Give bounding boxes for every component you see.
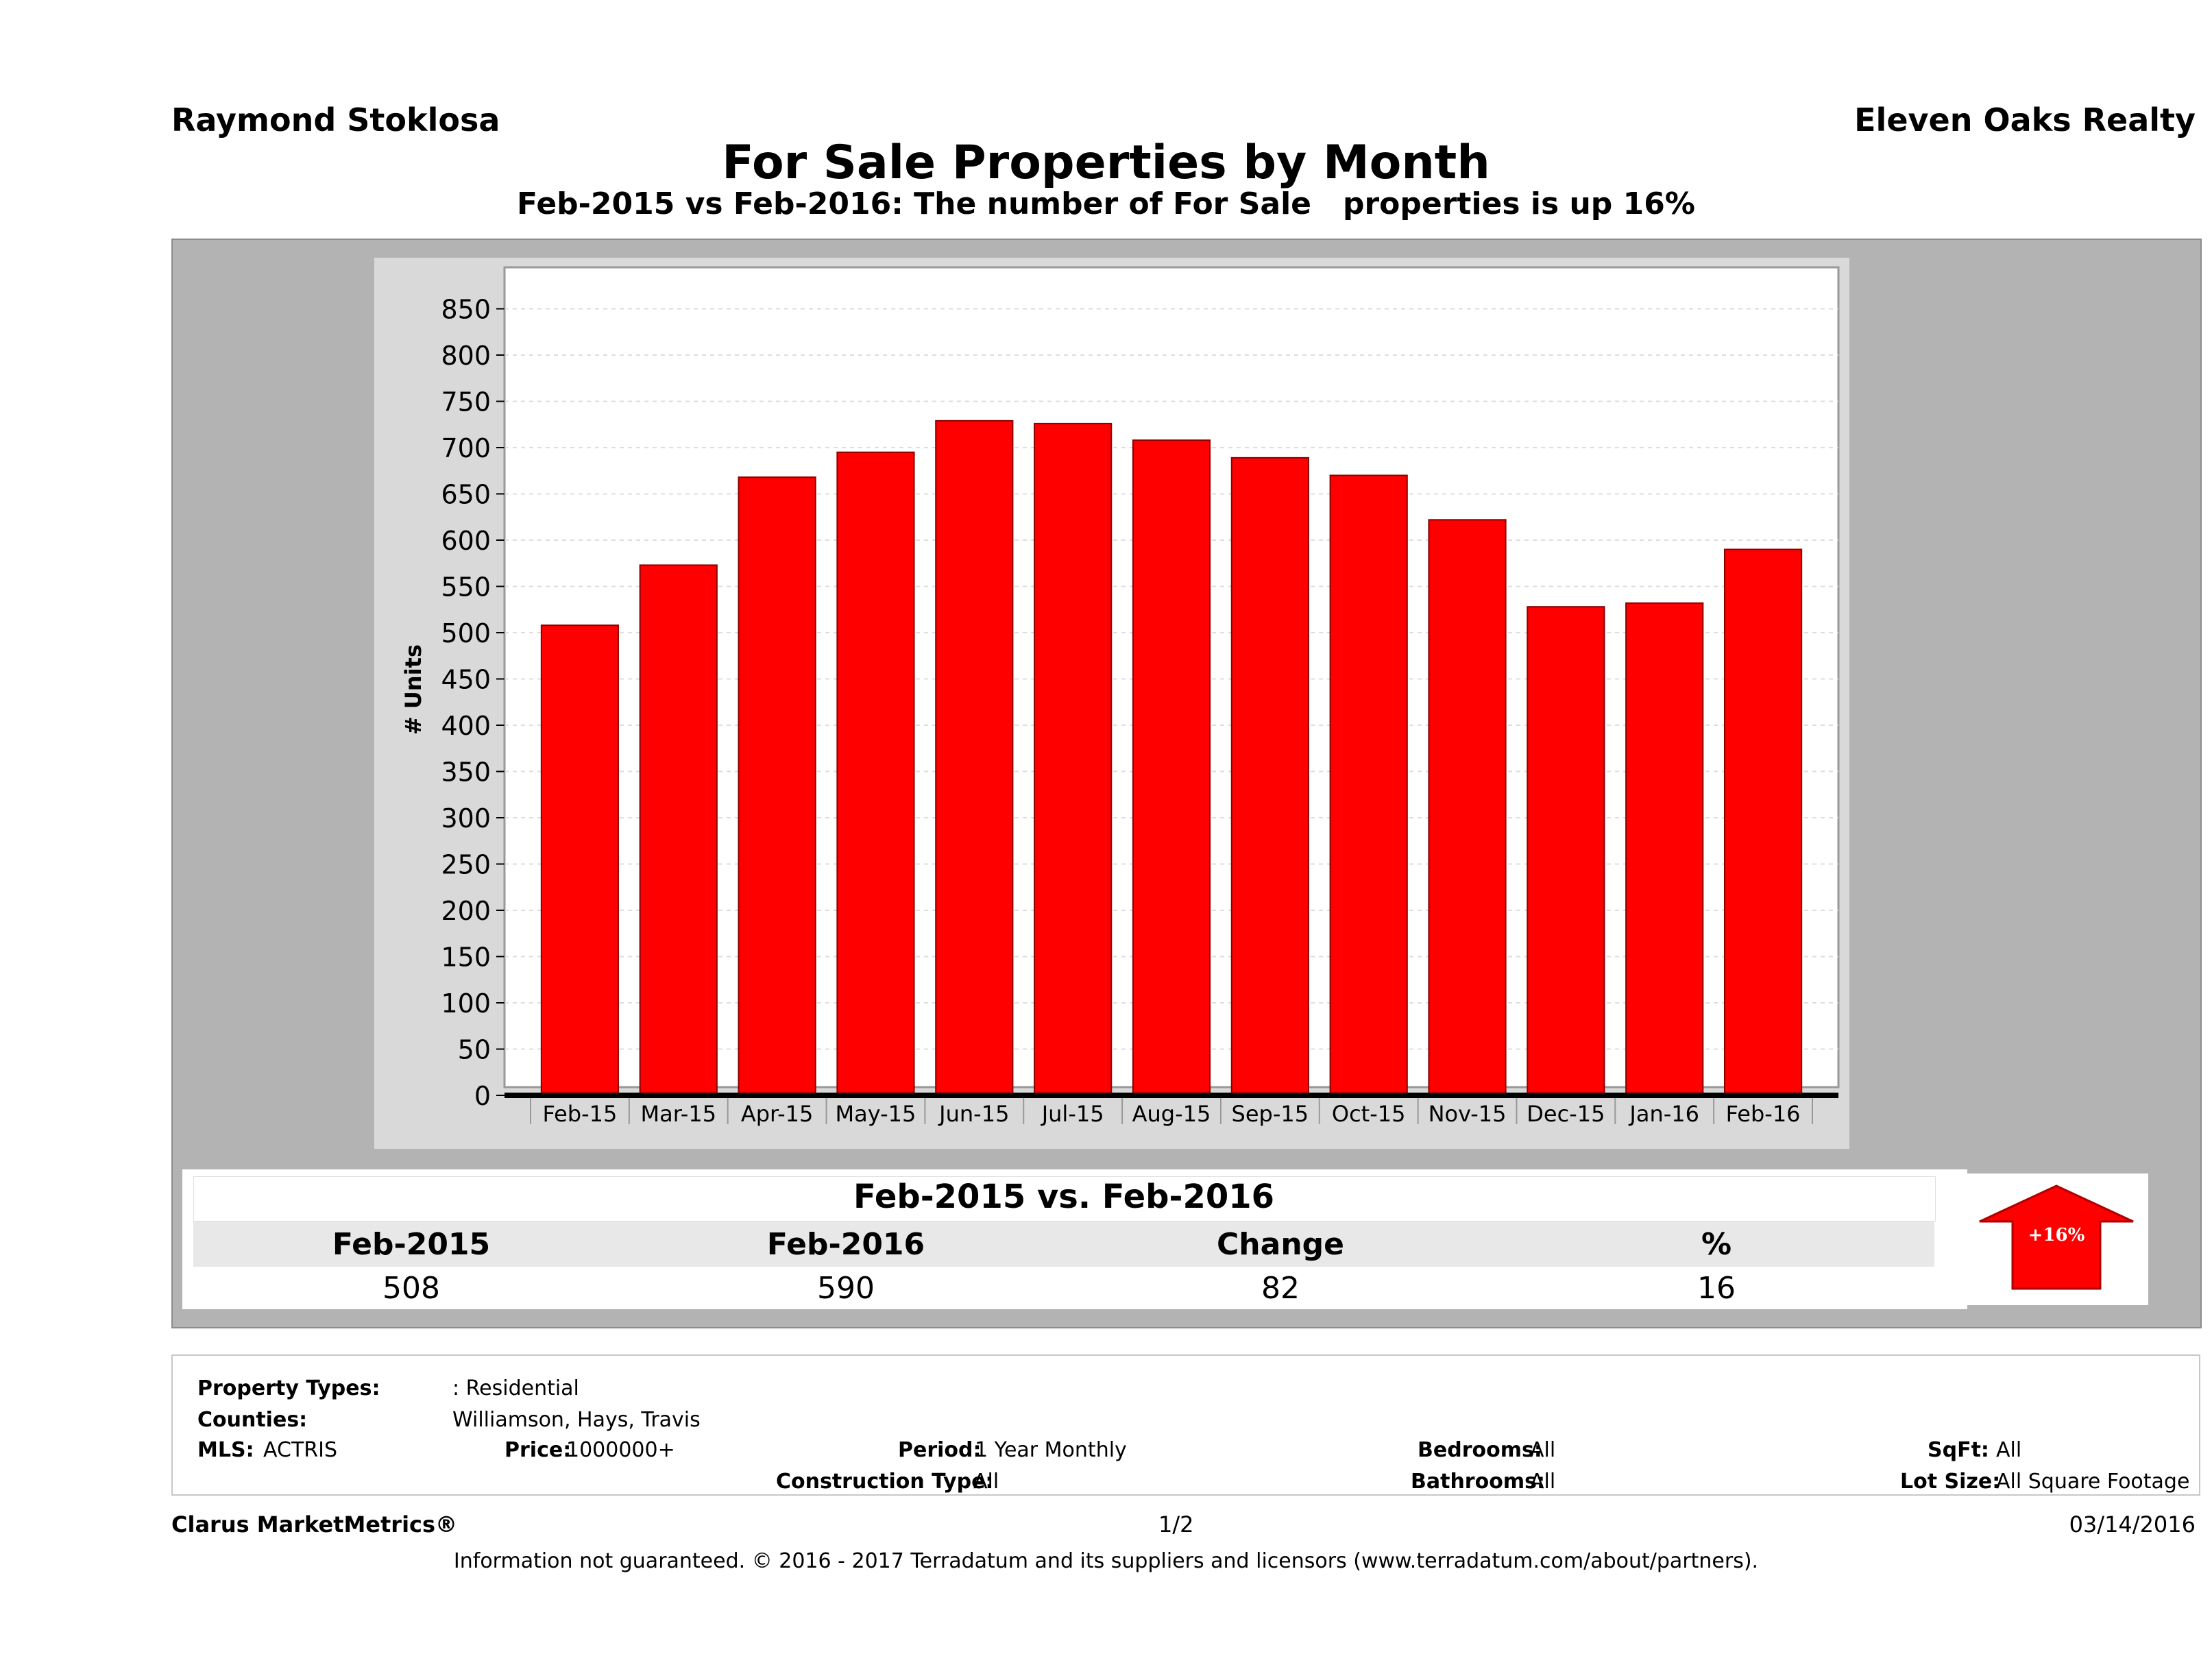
bar-nov-15 [1428, 519, 1507, 1096]
y-tick-label: 600 [441, 526, 491, 556]
bar-sep-15 [1230, 457, 1309, 1097]
y-tick-label: 750 [441, 387, 491, 417]
bars [540, 420, 1803, 1097]
y-axis-ticks: 0 50 100 150 200 250 300 350 400 450 500 550 600 650 7… [441, 295, 505, 1111]
report-date: 03/14/2016 [2069, 1511, 2196, 1537]
y-tick-label: 150 [441, 943, 491, 973]
x-tick-label: Feb-15 [542, 1101, 617, 1127]
filter-construction-label: Construction Type: [776, 1470, 994, 1494]
y-tick-label: 300 [441, 803, 491, 834]
bar-mar-15 [639, 564, 718, 1096]
comparison-title: Feb-2015 vs. Feb-2016 [853, 1178, 1275, 1216]
filter-price-label: Price: [505, 1438, 572, 1462]
col-header-percent: % [1701, 1227, 1732, 1262]
bar-jun-15 [935, 420, 1014, 1097]
y-tick-label: 200 [441, 896, 491, 926]
x-tick-label: Jan-16 [1628, 1101, 1699, 1127]
filter-bedrooms-label: Bedrooms: [1418, 1438, 1542, 1462]
x-tick-label: Feb-16 [1726, 1101, 1801, 1127]
filter-mls-value: ACTRIS [263, 1438, 338, 1462]
y-tick-label: 350 [441, 757, 491, 788]
up-arrow-icon: +16% [1979, 1184, 2134, 1290]
x-tick-label: Nov-15 [1429, 1101, 1507, 1127]
x-tick-label: Jun-15 [938, 1101, 1009, 1127]
col-header-change: Change [1217, 1227, 1344, 1262]
x-tick-label: Mar-15 [640, 1101, 716, 1127]
y-axis-label: # Units [400, 644, 426, 735]
y-tick-label: 0 [474, 1081, 491, 1111]
report-filters: Property Types: : Residential Counties: … [171, 1354, 2200, 1496]
chart-title: For Sale Properties by Month [722, 136, 1490, 190]
comparison-title-row [193, 1176, 1936, 1221]
bar-apr-15 [738, 476, 816, 1096]
x-axis-ticks: Feb-15 Mar-15 Apr-15 May-15 Jun-15 Jul-15 Aug-… [505, 1093, 1838, 1127]
filter-sqft-value: All [1996, 1438, 2022, 1462]
filter-counties-label: Counties: [197, 1408, 308, 1432]
x-tick-label: May-15 [836, 1101, 916, 1127]
y-tick-label: 700 [441, 433, 491, 463]
agent-name: Raymond Stoklosa [171, 101, 500, 138]
filter-lot-size-value: All Square Footage [1996, 1470, 2190, 1494]
grid-lines [505, 308, 1838, 1050]
filter-bathrooms-value: All [1530, 1470, 1556, 1494]
trend-badge-label: +16% [2028, 1225, 2085, 1245]
filter-bathrooms-label: Bathrooms: [1411, 1470, 1545, 1494]
bar-chart: 0 50 100 150 200 250 300 350 400 450 500 550 600 650 7… [400, 266, 1840, 1127]
footer-brand: Clarus MarketMetrics® [171, 1511, 458, 1537]
col-header-feb2016: Feb-2016 [766, 1227, 925, 1262]
chart-subtitle: Feb-2015 vs Feb-2016: The number of For … [517, 186, 1695, 221]
value-change: 82 [1261, 1271, 1300, 1306]
y-tick-label: 250 [441, 850, 491, 880]
y-tick-label: 400 [441, 711, 491, 741]
bar-jul-15 [1034, 422, 1113, 1096]
bar-feb-15 [540, 624, 620, 1096]
value-feb2015: 508 [382, 1271, 440, 1306]
page-number: 1/2 [1158, 1511, 1194, 1537]
y-tick-label: 450 [441, 665, 491, 695]
y-tick-label: 550 [441, 572, 491, 603]
filter-bedrooms-value: All [1530, 1438, 1556, 1462]
filter-price-value: 1000000+ [566, 1438, 675, 1462]
x-tick-label: Jul-15 [1041, 1101, 1104, 1127]
x-tick-label: Oct-15 [1332, 1101, 1406, 1127]
filter-period-value: 1 Year Monthly [975, 1438, 1127, 1462]
disclaimer: Information not guaranteed. © 2016 - 201… [453, 1549, 1759, 1573]
y-tick-label: 800 [441, 341, 491, 371]
comparison-value-row [193, 1267, 1934, 1308]
col-header-feb2015: Feb-2015 [332, 1227, 491, 1262]
y-tick-label: 50 [458, 1035, 491, 1065]
bar-jan-16 [1625, 602, 1704, 1096]
brokerage-name: Eleven Oaks Realty [1854, 101, 2196, 138]
value-percent: 16 [1697, 1271, 1736, 1306]
filter-lot-size-label: Lot Size: [1900, 1470, 2001, 1494]
filter-period-label: Period: [898, 1438, 982, 1462]
x-tick-label: Sep-15 [1232, 1101, 1309, 1127]
filter-construction-value: All [973, 1470, 999, 1494]
filter-property-types-label: Property Types: [197, 1376, 380, 1400]
y-tick-label: 100 [441, 988, 491, 1019]
bar-aug-15 [1132, 439, 1211, 1096]
x-tick-label: Aug-15 [1132, 1101, 1211, 1127]
bar-oct-15 [1329, 474, 1408, 1096]
filter-property-types-value: : Residential [452, 1376, 579, 1400]
bar-dec-15 [1527, 606, 1605, 1096]
filter-mls-label: MLS: [197, 1438, 254, 1462]
comparison-header-row [193, 1221, 1934, 1267]
filter-counties-value: Williamson, Hays, Travis [452, 1408, 701, 1432]
filter-sqft-label: SqFt: [1928, 1438, 1989, 1462]
x-tick-label: Dec-15 [1527, 1101, 1605, 1127]
y-tick-label: 850 [441, 295, 491, 325]
bar-feb-16 [1723, 548, 1803, 1096]
y-tick-label: 500 [441, 618, 491, 648]
bar-may-15 [836, 451, 915, 1096]
value-feb2016: 590 [817, 1271, 875, 1306]
x-tick-label: Apr-15 [741, 1101, 814, 1127]
y-tick-label: 650 [441, 480, 491, 510]
